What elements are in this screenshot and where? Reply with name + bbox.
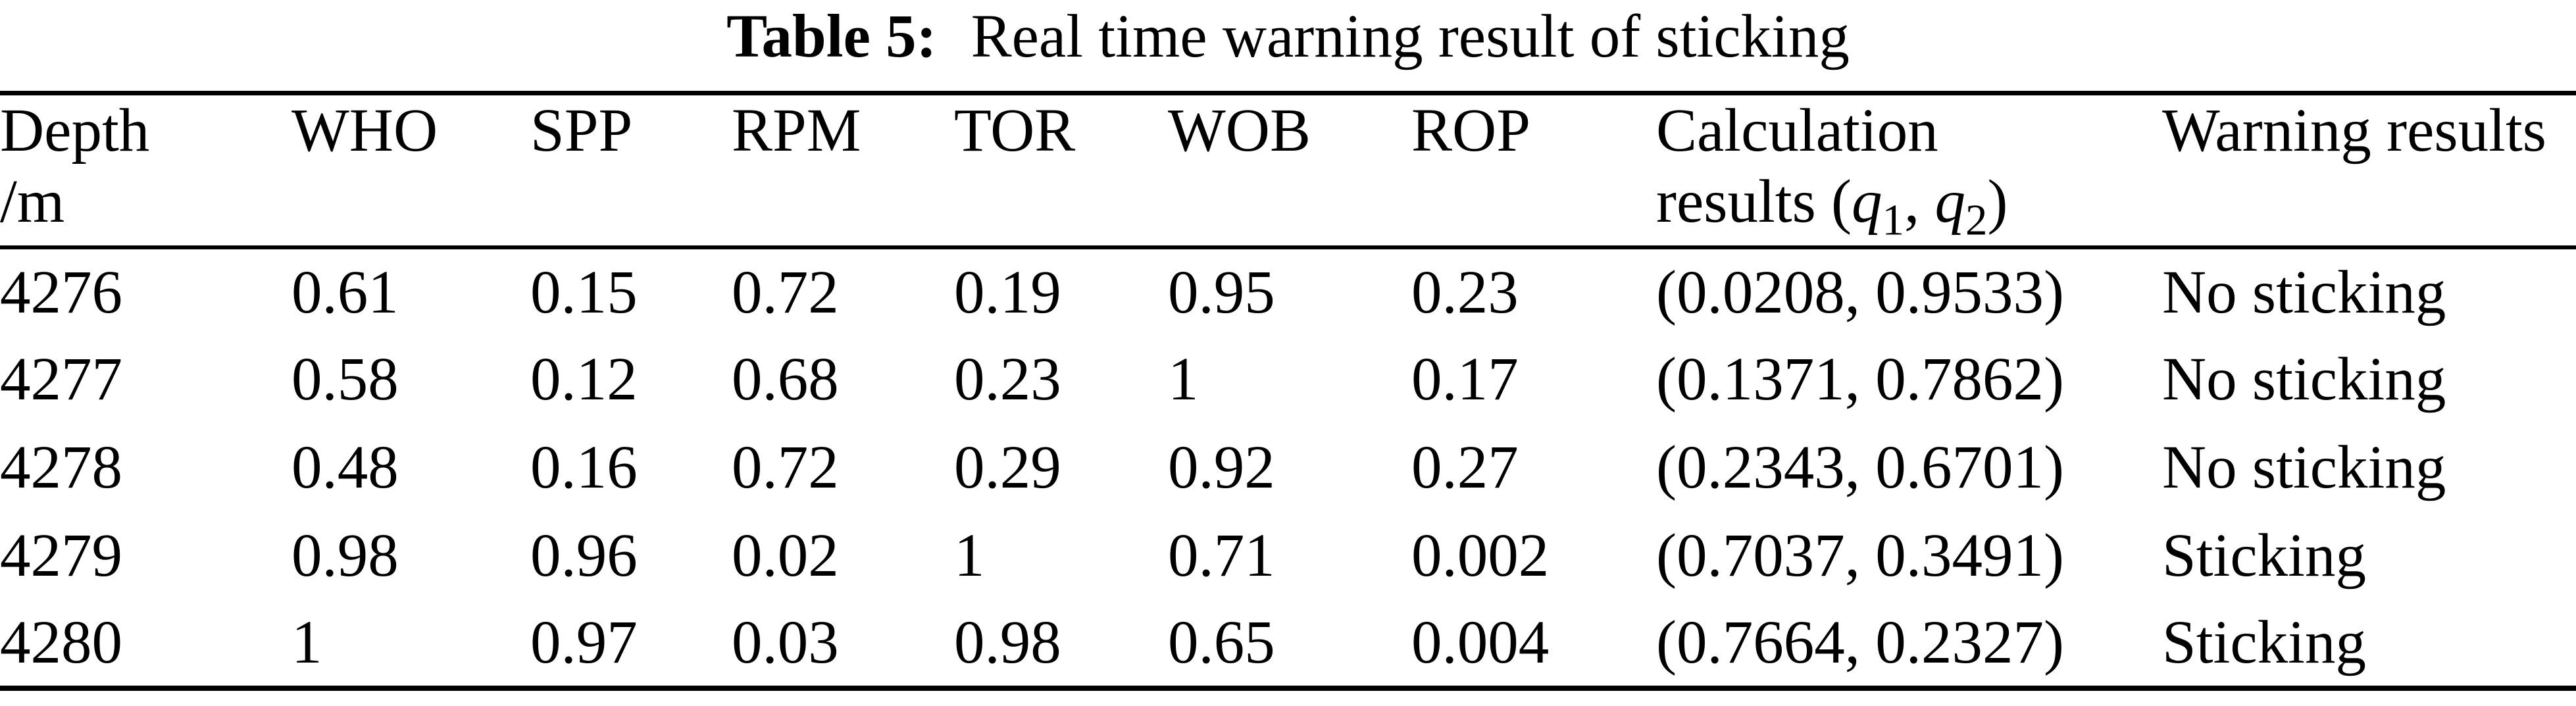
cell-warning: No sticking xyxy=(2162,434,2446,501)
table-row: 4279 0.98 0.96 0.02 1 0.71 0.002 (0.7037… xyxy=(0,512,2576,600)
calc-header-q2-var: q xyxy=(1934,168,1966,236)
caption-label: Table 5: xyxy=(726,3,937,70)
col-header-rop: ROP xyxy=(1411,93,1656,249)
table-row: 4276 0.61 0.15 0.72 0.19 0.95 0.23 (0.02… xyxy=(0,247,2576,336)
col-header-depth-line1: Depth xyxy=(0,97,150,164)
cell-spp: 0.12 xyxy=(530,345,638,413)
cell-who: 1 xyxy=(291,609,322,676)
cell-calculation: (0.7037, 0.3491) xyxy=(1656,522,2064,590)
cell-depth: 4276 xyxy=(0,258,122,326)
cell-wob: 0.95 xyxy=(1168,258,1275,326)
cell-spp: 0.97 xyxy=(530,609,638,676)
cell-rpm: 0.02 xyxy=(732,522,839,590)
calc-header-q1-var: q xyxy=(1852,168,1882,236)
results-table: Depth /m WHO SPP RPM TOR WOB ROP Calcula… xyxy=(0,91,2576,691)
cell-who: 0.98 xyxy=(291,522,399,590)
cell-spp: 0.16 xyxy=(530,434,638,501)
col-header-calc-line1: Calculation xyxy=(1656,97,1938,164)
cell-tor: 0.98 xyxy=(954,609,1061,676)
cell-warning: Sticking xyxy=(2162,522,2367,590)
cell-rop: 0.002 xyxy=(1411,522,1550,590)
cell-warning: Sticking xyxy=(2162,609,2367,676)
col-header-calculation-results: Calculation results (q1, q2) xyxy=(1656,93,2162,249)
cell-spp: 0.15 xyxy=(530,258,638,326)
cell-spp: 0.96 xyxy=(530,522,638,590)
cell-warning: No sticking xyxy=(2162,258,2446,326)
col-header-calc-line2: results (q1, q2) xyxy=(1656,166,2162,242)
table-row: 4278 0.48 0.16 0.72 0.29 0.92 0.27 (0.23… xyxy=(0,424,2576,512)
cell-rop: 0.23 xyxy=(1411,258,1519,326)
cell-wob: 0.65 xyxy=(1168,609,1275,676)
cell-calculation: (0.2343, 0.6701) xyxy=(1656,434,2064,501)
cell-rpm: 0.72 xyxy=(732,434,839,501)
col-header-spp: SPP xyxy=(530,93,732,249)
cell-wob: 1 xyxy=(1168,345,1199,413)
cell-wob: 0.71 xyxy=(1168,522,1275,590)
cell-rop: 0.004 xyxy=(1411,609,1550,676)
col-header-depth-line2: /m xyxy=(0,168,65,236)
cell-who: 0.48 xyxy=(291,434,399,501)
cell-calculation: (0.1371, 0.7862) xyxy=(1656,345,2064,413)
table-row: 4280 1 0.97 0.03 0.98 0.65 0.004 (0.7664… xyxy=(0,600,2576,688)
caption-text: Real time warning result of sticking xyxy=(971,3,1850,70)
col-header-depth: Depth /m xyxy=(0,93,291,249)
cell-tor: 0.29 xyxy=(954,434,1061,501)
cell-depth: 4280 xyxy=(0,609,122,676)
cell-wob: 0.92 xyxy=(1168,434,1275,501)
table-caption: Table 5: Real time warning result of sti… xyxy=(0,0,2576,91)
cell-rpm: 0.72 xyxy=(732,258,839,326)
cell-who: 0.58 xyxy=(291,345,399,413)
cell-rpm: 0.03 xyxy=(732,609,839,676)
calc-header-separator: , xyxy=(1904,168,1935,236)
cell-warning: No sticking xyxy=(2162,345,2446,413)
cell-tor: 0.19 xyxy=(954,258,1061,326)
cell-depth: 4277 xyxy=(0,345,122,413)
cell-calculation: (0.7664, 0.2327) xyxy=(1656,609,2064,676)
cell-rpm: 0.68 xyxy=(732,345,839,413)
calc-header-q1-sub: 1 xyxy=(1882,195,1905,245)
cell-who: 0.61 xyxy=(291,258,399,326)
col-header-tor: TOR xyxy=(954,93,1168,249)
col-header-who: WHO xyxy=(291,93,530,249)
cell-tor: 1 xyxy=(954,522,985,590)
cell-calculation: (0.0208, 0.9533) xyxy=(1656,258,2064,326)
calc-header-prefix: results ( xyxy=(1656,168,1852,236)
table-row: 4277 0.58 0.12 0.68 0.23 1 0.17 (0.1371,… xyxy=(0,336,2576,424)
cell-depth: 4278 xyxy=(0,434,122,501)
cell-depth: 4279 xyxy=(0,522,122,590)
col-header-rpm: RPM xyxy=(732,93,954,249)
cell-tor: 0.23 xyxy=(954,345,1061,413)
header-row: Depth /m WHO SPP RPM TOR WOB ROP Calcula… xyxy=(0,93,2576,249)
calc-header-suffix: ) xyxy=(1987,168,2008,236)
cell-rop: 0.17 xyxy=(1411,345,1519,413)
col-header-warning-results: Warning results xyxy=(2162,93,2576,249)
calc-header-q2-sub: 2 xyxy=(1965,195,1988,245)
col-header-wob: WOB xyxy=(1168,93,1411,249)
cell-rop: 0.27 xyxy=(1411,434,1519,501)
